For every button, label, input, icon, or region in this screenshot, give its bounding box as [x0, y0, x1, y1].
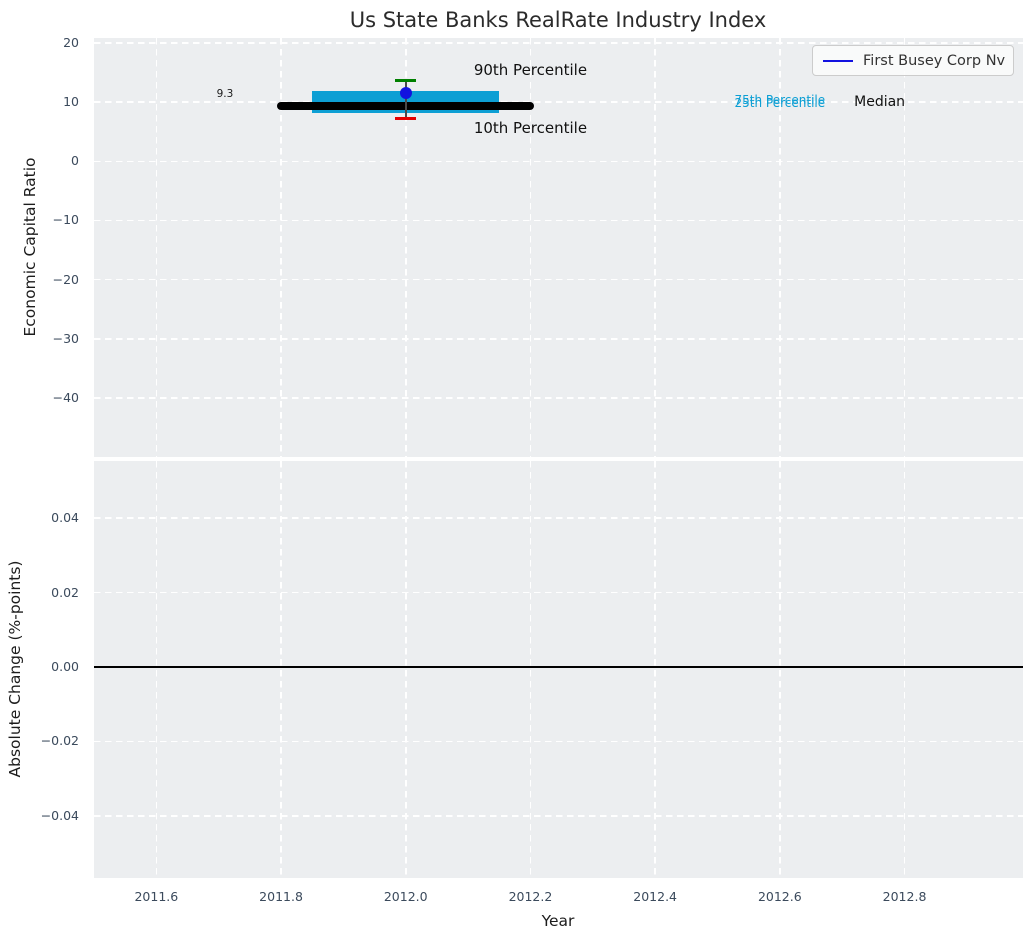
- gridline-horizontal: [94, 815, 1023, 817]
- zero-change-line: [94, 666, 1023, 669]
- gridline-horizontal: [94, 591, 1023, 594]
- y-tick-label: −10: [52, 212, 79, 228]
- annotation-75th-percentile: 75th Percentile: [734, 92, 826, 107]
- x-axis-label: Year: [541, 912, 575, 930]
- x-tick-label: 2011.8: [259, 889, 303, 904]
- gridline-horizontal: [94, 42, 1023, 44]
- gridline-horizontal: [94, 740, 1023, 743]
- gridline-vertical: [529, 38, 532, 457]
- gridline-horizontal: [94, 101, 1023, 103]
- x-tick-label: 2012.0: [383, 889, 428, 904]
- error-bar-line: [404, 80, 407, 119]
- y-tick-label: −30: [52, 330, 79, 346]
- gridline-vertical: [529, 461, 532, 878]
- y-tick-label: 0.04: [51, 510, 79, 526]
- gridline-horizontal: [94, 160, 1023, 163]
- plot-area-bottom: [94, 461, 1023, 878]
- gridline-vertical: [903, 38, 906, 457]
- annotation-25th-percentile: 25th Percentile: [734, 96, 826, 111]
- legend-label: First Busey Corp Nv: [863, 52, 1006, 69]
- gridline-horizontal: [94, 337, 1023, 340]
- y-tick-label: 20: [63, 35, 79, 51]
- gridline-vertical: [155, 461, 158, 878]
- gridline-horizontal: [94, 278, 1023, 281]
- chart-title: Us State Banks RealRate Industry Index: [349, 8, 767, 32]
- annotation-10th-percentile: 10th Percentile: [473, 119, 588, 138]
- x-tick-label: 2012.6: [757, 889, 802, 904]
- gridline-vertical: [779, 461, 781, 878]
- y-tick-label: −20: [52, 271, 79, 287]
- gridline-vertical: [280, 38, 282, 457]
- x-tick-label: 2012.8: [882, 889, 927, 904]
- gridline-vertical: [155, 38, 158, 457]
- gridline-vertical: [654, 38, 656, 457]
- legend: First Busey Corp Nv: [812, 45, 1014, 76]
- y-tick-label: 0.02: [51, 584, 79, 600]
- y-tick-label: 0.00: [51, 659, 79, 675]
- annotation-9-3: 9.3: [216, 87, 234, 100]
- legend-line-icon: [823, 59, 853, 62]
- plot-area-top: 9.3 90th Percentile 10th Percentile 75th Pe…: [94, 38, 1023, 457]
- gridline-vertical: [404, 38, 407, 457]
- gridline-horizontal: [94, 397, 1023, 399]
- top-y-axis-label: Economic Capital Ratio: [21, 157, 39, 337]
- y-tick-label: 10: [63, 94, 79, 110]
- gridline-horizontal: [94, 219, 1023, 222]
- gridline-vertical: [280, 461, 282, 878]
- gridline-vertical: [404, 461, 407, 878]
- x-tick-label: 2011.6: [134, 889, 179, 904]
- y-tick-label: −0.04: [40, 807, 79, 823]
- y-tick-label: −0.02: [40, 733, 79, 749]
- annotation-90th-percentile: 90th Percentile: [473, 61, 588, 80]
- annotation-median: Median: [854, 94, 906, 111]
- gridline-vertical: [903, 461, 906, 878]
- gridline-vertical: [654, 461, 656, 878]
- company-data-point: [399, 87, 412, 100]
- percentile-90-cap: [395, 79, 417, 83]
- y-tick-label: −40: [52, 389, 79, 405]
- gridline-vertical: [779, 38, 781, 457]
- y-tick-label: 0: [71, 153, 79, 169]
- x-tick-label: 2012.4: [633, 889, 678, 904]
- x-tick-label: 2012.2: [508, 889, 553, 904]
- gridline-horizontal: [94, 517, 1023, 520]
- percentile-10-cap: [395, 116, 417, 120]
